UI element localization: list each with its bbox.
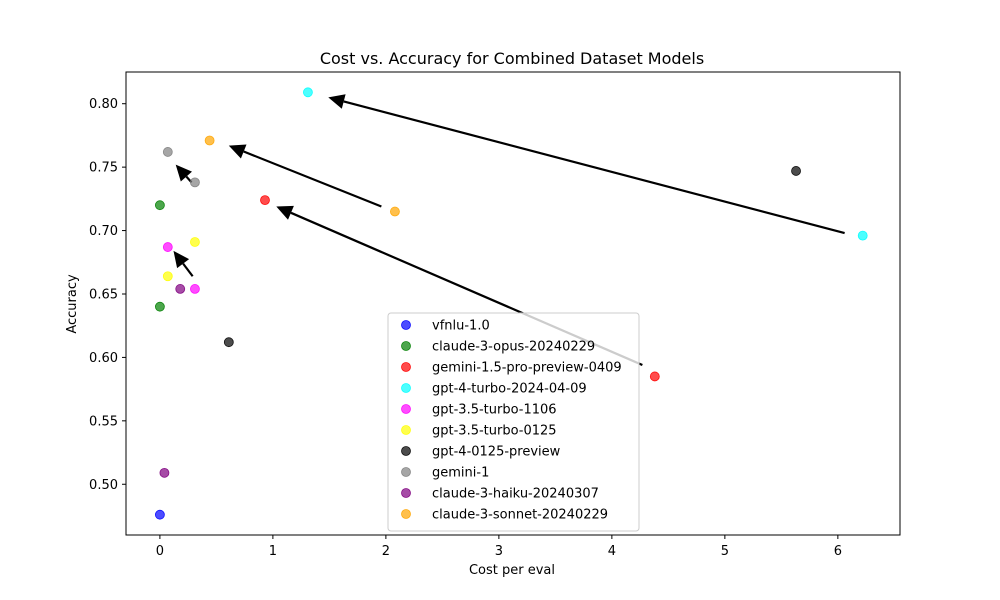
y-tick-label: 0.60 bbox=[89, 351, 118, 366]
legend-marker bbox=[401, 446, 411, 456]
x-tick-label: 5 bbox=[721, 544, 729, 559]
x-axis-label: Cost per eval bbox=[469, 563, 555, 578]
arrow-head bbox=[173, 250, 190, 269]
data-point bbox=[154, 509, 165, 520]
y-tick-label: 0.70 bbox=[89, 224, 118, 239]
legend-marker bbox=[401, 320, 411, 330]
data-point bbox=[162, 271, 173, 282]
legend-label: gpt-3.5-turbo-1106 bbox=[432, 403, 557, 418]
data-point bbox=[390, 206, 400, 217]
plot-frame bbox=[125, 71, 901, 536]
legend-box bbox=[387, 312, 640, 532]
x-tick-label: 2 bbox=[382, 544, 390, 559]
x-tick-label: 4 bbox=[608, 544, 616, 559]
y-tick-label: 0.75 bbox=[89, 161, 118, 176]
data-point bbox=[162, 147, 173, 157]
legend: vfnlu-1.0 claude-3-opus-20240229 gemini-1.… bbox=[387, 312, 640, 532]
x-tick-label: 6 bbox=[834, 544, 842, 559]
data-point bbox=[204, 135, 215, 146]
arrow-head bbox=[328, 94, 346, 109]
data-point bbox=[154, 301, 165, 312]
y-tick-label: 0.55 bbox=[89, 414, 118, 429]
legend-label: claude-3-sonnet-20240229 bbox=[432, 508, 608, 523]
data-point bbox=[162, 242, 173, 252]
legend-label: gemini-1 bbox=[432, 466, 489, 481]
arrow-head bbox=[228, 144, 247, 159]
data-point bbox=[190, 284, 200, 294]
arrow-shaft bbox=[182, 262, 194, 277]
data-point bbox=[857, 230, 868, 241]
legend-label: claude-3-haiku-20240307 bbox=[432, 487, 599, 502]
legend-label: vfnlu-1.0 bbox=[432, 319, 490, 334]
y-tick-label: 0.80 bbox=[89, 97, 118, 112]
arrow-shaft bbox=[343, 100, 845, 235]
data-point bbox=[303, 87, 313, 98]
x-axis: 0 1 2 3 4 5 6 bbox=[156, 535, 842, 559]
legend-marker bbox=[401, 341, 411, 351]
legend-marker bbox=[401, 362, 411, 372]
legend-label: claude-3-opus-20240229 bbox=[432, 340, 595, 355]
legend-marker bbox=[401, 509, 411, 519]
y-tick-label: 0.65 bbox=[89, 287, 118, 302]
legend-label: gpt-4-0125-preview bbox=[432, 445, 561, 460]
data-point bbox=[154, 200, 165, 211]
x-tick-label: 3 bbox=[495, 544, 503, 559]
legend-marker bbox=[401, 425, 411, 435]
chart-title: Cost vs. Accuracy for Combined Dataset M… bbox=[320, 49, 704, 68]
data-point bbox=[175, 284, 186, 294]
legend-label: gemini-1.5-pro-preview-0409 bbox=[432, 361, 622, 376]
legend-marker bbox=[401, 383, 411, 393]
arrow-head bbox=[175, 164, 192, 182]
data-points bbox=[154, 87, 868, 520]
y-axis: 0.50 0.55 0.60 0.65 0.70 0.75 0.80 bbox=[89, 97, 126, 493]
data-point bbox=[159, 467, 170, 478]
data-point bbox=[791, 166, 801, 176]
data-point bbox=[223, 337, 234, 348]
x-tick-label: 0 bbox=[156, 544, 164, 559]
data-point bbox=[260, 195, 270, 206]
legend-marker bbox=[401, 488, 411, 498]
data-point bbox=[190, 177, 200, 188]
arrow-shaft bbox=[243, 150, 382, 208]
legend-marker bbox=[401, 467, 411, 477]
data-point bbox=[649, 371, 660, 382]
legend-marker bbox=[401, 404, 411, 414]
legend-label: gpt-4-turbo-2024-04-09 bbox=[432, 382, 587, 397]
x-tick-label: 1 bbox=[269, 544, 277, 559]
data-point bbox=[190, 237, 200, 247]
arrow-head bbox=[276, 205, 294, 220]
y-tick-label: 0.50 bbox=[89, 478, 118, 493]
legend-label: gpt-3.5-turbo-0125 bbox=[432, 424, 557, 439]
y-axis-label: Accuracy bbox=[65, 274, 80, 334]
